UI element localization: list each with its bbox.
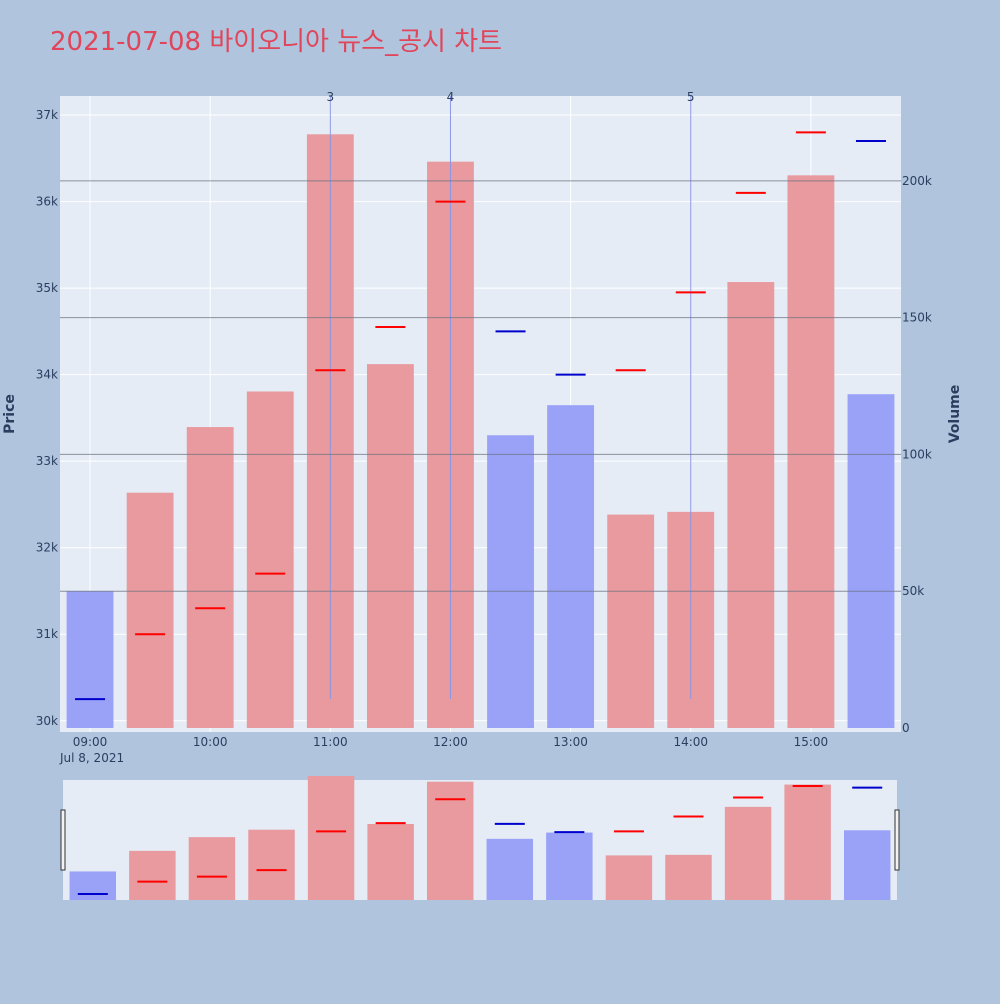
y-tick-label: 31k: [36, 627, 58, 641]
y-tick-label: 30k: [36, 714, 58, 728]
rangeslider-bar: [546, 832, 593, 900]
y2-tick-label: 0: [902, 721, 910, 735]
rangeslider-bar: [843, 830, 891, 900]
rangeslider-area: [63, 780, 897, 900]
x-tick-label: 14:00: [673, 735, 708, 749]
rangeslider-bar: [426, 781, 474, 900]
x-tick-label: 10:00: [193, 735, 228, 749]
event-label: 3: [327, 90, 335, 104]
rangeslider-bar: [248, 829, 295, 900]
x-tick-label: 09:00: [73, 735, 108, 749]
volume-bar: [727, 282, 775, 728]
rangeslider-bar: [367, 824, 414, 900]
event-label: 4: [447, 90, 455, 104]
x-tick-label: 12:00: [433, 735, 468, 749]
x-tick-label: 15:00: [794, 735, 829, 749]
rangeslider-handle-right[interactable]: [894, 809, 900, 871]
y-tick-label: 32k: [36, 541, 58, 555]
y-tick-label: 34k: [36, 368, 58, 382]
y2-tick-label: 150k: [902, 311, 932, 325]
x-tick-label: 11:00: [313, 735, 348, 749]
rangeslider-bar: [129, 850, 176, 900]
rangeslider-bar: [486, 838, 534, 900]
volume-bar: [847, 394, 895, 728]
y2-tick-label: 50k: [902, 584, 924, 598]
chart-title: 2021-07-08 바이오니아 뉴스_공시 차트: [50, 27, 502, 57]
volume-bar: [186, 427, 234, 728]
y-tick-label: 36k: [36, 195, 58, 209]
volume-bar: [487, 435, 534, 728]
rangeslider-bar: [307, 776, 355, 900]
volume-bar: [366, 364, 414, 728]
rangeslider-handle-left[interactable]: [60, 809, 66, 871]
event-label: 5: [687, 90, 695, 104]
y-tick-label: 37k: [36, 108, 58, 122]
volume-bar: [246, 391, 294, 728]
volume-bar: [607, 514, 655, 728]
plot-area: [60, 96, 901, 732]
y2-axis-title: Volume: [947, 385, 963, 444]
volume-bar: [126, 492, 174, 728]
y-axis-title: Price: [2, 394, 18, 434]
volume-bar: [547, 405, 595, 728]
x-tick-label: 13:00: [553, 735, 588, 749]
y2-tick-label: 200k: [902, 174, 932, 188]
rangeslider-bar: [69, 871, 117, 900]
volume-bar: [66, 591, 114, 728]
y-tick-label: 33k: [36, 454, 58, 468]
rangeslider-bar: [188, 837, 236, 900]
y-tick-label: 35k: [36, 281, 58, 295]
rangeslider-bar: [665, 854, 712, 900]
rangeslider-bar: [724, 806, 772, 900]
x-date-label: Jul 8, 2021: [59, 751, 124, 765]
volume-bar: [787, 175, 835, 729]
rangeslider-bar: [605, 855, 653, 900]
y2-tick-label: 100k: [902, 447, 932, 461]
rangeslider-bar: [784, 784, 831, 900]
